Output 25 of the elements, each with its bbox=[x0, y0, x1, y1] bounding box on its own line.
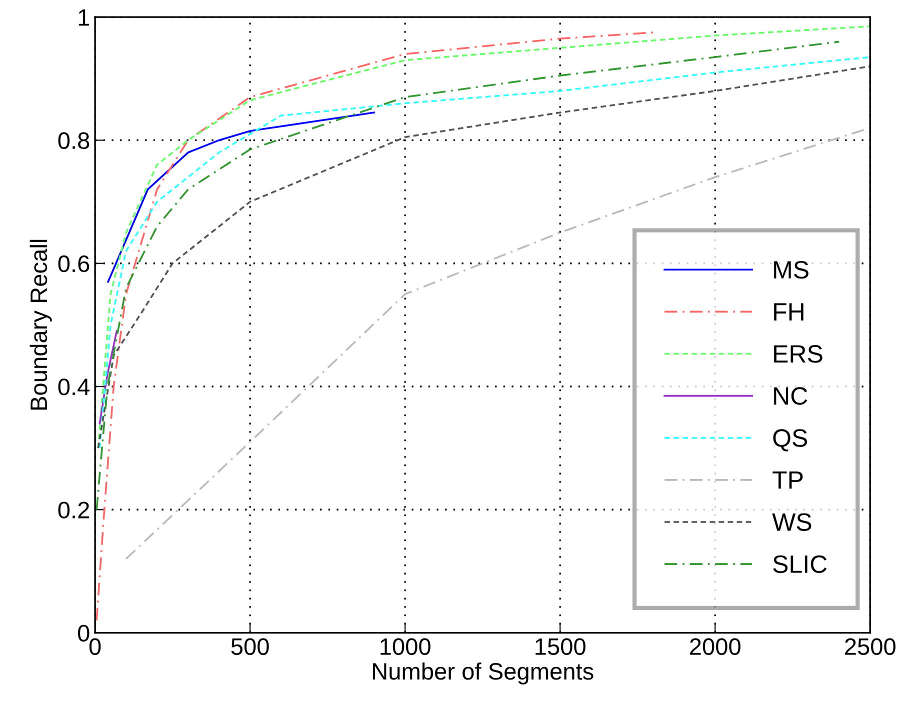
x-tick-label: 2000 bbox=[690, 638, 740, 655]
line-series bbox=[96, 40, 840, 511]
y-tick-label: 0 bbox=[78, 624, 90, 642]
y-tick-label: 0.2 bbox=[58, 502, 90, 518]
x-tick-label: 1000 bbox=[380, 638, 430, 655]
legend-label: TP bbox=[772, 471, 803, 489]
y-tick-label: 0.4 bbox=[58, 378, 90, 396]
x-tick-label: 2500 bbox=[845, 638, 896, 655]
y-tick-label: 0.6 bbox=[58, 255, 90, 272]
x-tick-label: 500 bbox=[231, 638, 269, 655]
legend-label: MS bbox=[774, 260, 808, 279]
y-tick-label: 1 bbox=[78, 9, 90, 26]
y-tick-label: 0.8 bbox=[58, 132, 90, 149]
line-series bbox=[96, 32, 654, 622]
legend-label: ERS bbox=[774, 345, 822, 363]
legend-label: SLIC bbox=[773, 555, 827, 574]
legend-label: QS bbox=[773, 429, 808, 452]
legend-label: FH bbox=[774, 303, 804, 320]
line-series bbox=[107, 112, 375, 283]
legend-label: WS bbox=[772, 513, 812, 531]
x-tick-label: 1500 bbox=[536, 638, 586, 655]
y-axis-title: Boundary Recall bbox=[30, 240, 52, 410]
x-tick-label: 0 bbox=[89, 638, 101, 655]
legend-label: NC bbox=[774, 387, 808, 405]
x-axis-title: Number of Segments bbox=[372, 662, 594, 684]
